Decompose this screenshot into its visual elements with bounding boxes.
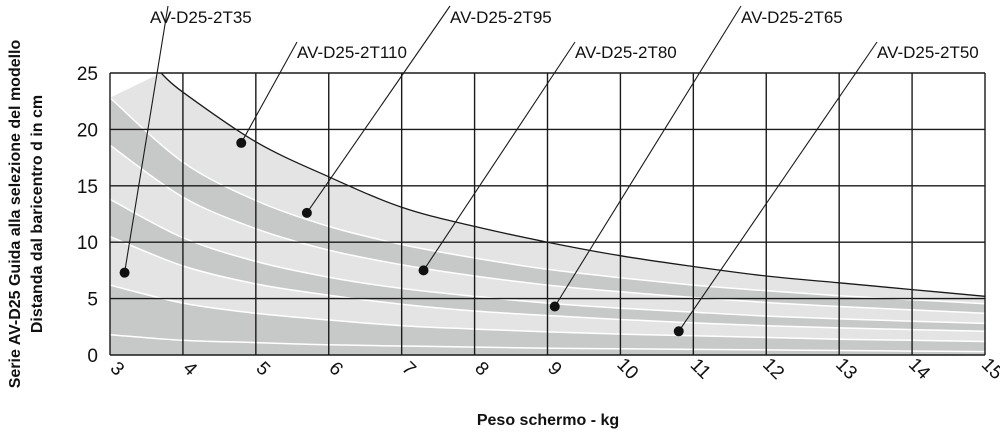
y-tick-label: 10 xyxy=(77,233,98,254)
grid-lines xyxy=(109,72,986,356)
x-tick-label: 12 xyxy=(758,354,788,384)
x-tick-label: 7 xyxy=(397,358,419,380)
callout-point xyxy=(673,326,684,337)
y-axis-tick-labels: 0 5 10 15 20 25 xyxy=(77,64,98,367)
x-tick-label: 8 xyxy=(470,358,492,380)
callout-label: AV-D25-2T80 xyxy=(575,43,677,62)
x-tick-label: 15 xyxy=(977,354,1000,384)
x-tick-label: 6 xyxy=(324,358,346,380)
x-tick-label: 4 xyxy=(179,358,202,381)
x-tick-label: 14 xyxy=(904,354,934,384)
callout-point xyxy=(549,301,560,312)
x-tick-label: 13 xyxy=(831,354,861,384)
y-tick-label: 25 xyxy=(77,64,98,85)
x-tick-label: 3 xyxy=(106,358,128,380)
y-axis-title-line1: Serie AV-D25 Guida alla selezione del mo… xyxy=(7,39,24,388)
y-tick-label: 5 xyxy=(87,290,98,311)
y-tick-label: 20 xyxy=(77,120,98,141)
callout-point xyxy=(236,137,247,148)
callout-label: AV-D25-2T35 xyxy=(150,8,252,27)
model-callouts: AV-D25-2T35 AV-D25-2T110 AV-D25-2T95 AV-D25… xyxy=(119,5,979,337)
callout-point xyxy=(418,265,429,276)
y-tick-label: 15 xyxy=(77,177,98,198)
callout-label: AV-D25-2T110 xyxy=(297,43,407,62)
x-tick-label: 9 xyxy=(543,358,565,380)
x-tick-label: 10 xyxy=(612,354,642,384)
y-tick-label: 0 xyxy=(87,346,98,367)
x-axis-title: Peso schermo - kg xyxy=(477,412,619,429)
callout-label: AV-D25-2T50 xyxy=(877,43,979,62)
callout-leader-line xyxy=(554,5,742,307)
callout-label: AV-D25-2T65 xyxy=(741,8,843,27)
callout-leader-line xyxy=(240,41,298,144)
callout-point xyxy=(119,267,130,278)
x-tick-label: 11 xyxy=(686,355,715,384)
callout-point xyxy=(301,207,312,218)
callout-leader-line xyxy=(423,41,576,271)
callout-leader-line xyxy=(678,41,878,332)
y-axis-title-line2: Distanda dal baricentro d in cm xyxy=(29,95,46,333)
x-axis-tick-labels: 3 4 5 6 7 8 9 10 11 12 13 14 15 xyxy=(106,354,1000,384)
x-tick-label: 5 xyxy=(252,358,274,380)
callout-leader-line xyxy=(124,5,169,273)
callout-label: AV-D25-2T95 xyxy=(450,8,552,27)
callout-leader-line xyxy=(306,5,451,214)
